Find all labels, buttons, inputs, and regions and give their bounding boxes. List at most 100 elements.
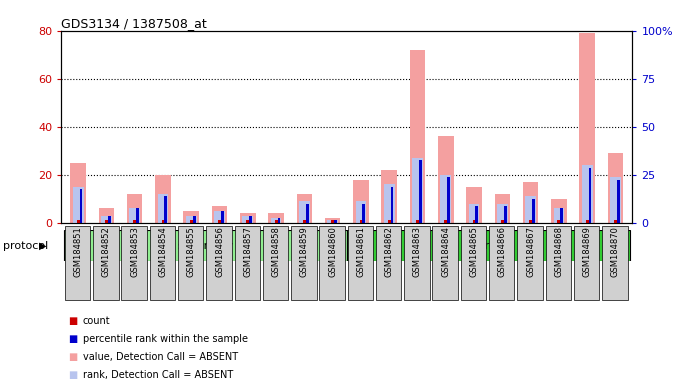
Bar xyxy=(133,220,136,223)
Text: GSM184856: GSM184856 xyxy=(215,226,224,277)
Bar xyxy=(71,163,86,223)
Text: GDS3134 / 1387508_at: GDS3134 / 1387508_at xyxy=(61,17,207,30)
Bar xyxy=(136,208,139,223)
Bar xyxy=(186,215,197,223)
Bar xyxy=(127,194,143,223)
Bar xyxy=(412,158,423,223)
FancyBboxPatch shape xyxy=(150,226,175,300)
Bar xyxy=(504,206,507,223)
FancyBboxPatch shape xyxy=(545,226,571,300)
Bar xyxy=(356,201,367,223)
Bar xyxy=(64,230,347,261)
FancyBboxPatch shape xyxy=(93,226,118,300)
Bar xyxy=(162,220,165,223)
Text: GSM184859: GSM184859 xyxy=(300,226,309,277)
Text: GSM184854: GSM184854 xyxy=(158,226,167,277)
Bar xyxy=(532,199,535,223)
Bar xyxy=(184,211,199,223)
Bar xyxy=(614,220,617,223)
Bar xyxy=(585,220,589,223)
Bar xyxy=(129,208,140,223)
Bar xyxy=(560,208,563,223)
Bar xyxy=(347,230,630,261)
Bar xyxy=(240,213,256,223)
Bar xyxy=(211,206,227,223)
Bar xyxy=(108,215,111,223)
Bar xyxy=(214,211,225,223)
FancyBboxPatch shape xyxy=(574,226,599,300)
Bar xyxy=(466,187,482,223)
Text: ■: ■ xyxy=(68,352,78,362)
Text: GSM184870: GSM184870 xyxy=(611,226,620,277)
Bar xyxy=(269,213,284,223)
Text: GSM184858: GSM184858 xyxy=(271,226,281,277)
Bar xyxy=(334,220,337,223)
FancyBboxPatch shape xyxy=(320,226,345,300)
Bar xyxy=(243,215,253,223)
Bar xyxy=(327,220,338,223)
Bar xyxy=(589,167,592,223)
FancyBboxPatch shape xyxy=(291,226,317,300)
Bar xyxy=(299,201,310,223)
Bar xyxy=(155,175,171,223)
Bar xyxy=(362,204,365,223)
Bar xyxy=(277,218,280,223)
FancyBboxPatch shape xyxy=(517,226,543,300)
Text: sedentary: sedentary xyxy=(177,241,233,251)
Text: GSM184851: GSM184851 xyxy=(73,226,83,277)
Bar xyxy=(190,220,192,223)
FancyBboxPatch shape xyxy=(178,226,203,300)
FancyBboxPatch shape xyxy=(404,226,430,300)
Bar xyxy=(384,184,394,223)
Bar xyxy=(444,220,447,223)
Bar xyxy=(192,215,196,223)
Text: GSM184862: GSM184862 xyxy=(385,226,394,277)
Bar xyxy=(80,189,82,223)
Bar xyxy=(246,220,250,223)
Text: GSM184866: GSM184866 xyxy=(498,226,507,277)
FancyBboxPatch shape xyxy=(461,226,486,300)
Bar xyxy=(306,204,309,223)
FancyBboxPatch shape xyxy=(489,226,515,300)
FancyBboxPatch shape xyxy=(432,226,458,300)
Text: GSM184865: GSM184865 xyxy=(470,226,479,277)
Bar xyxy=(501,220,504,223)
Text: GSM184861: GSM184861 xyxy=(356,226,365,277)
Text: GSM184852: GSM184852 xyxy=(102,226,111,277)
Bar xyxy=(303,220,306,223)
Bar xyxy=(388,220,390,223)
Text: percentile rank within the sample: percentile rank within the sample xyxy=(83,334,248,344)
Bar xyxy=(473,220,475,223)
Bar xyxy=(551,199,566,223)
Text: GSM184860: GSM184860 xyxy=(328,226,337,277)
FancyBboxPatch shape xyxy=(602,226,628,300)
Bar xyxy=(271,218,282,223)
Bar xyxy=(494,194,510,223)
Text: exercise: exercise xyxy=(465,241,511,251)
FancyBboxPatch shape xyxy=(376,226,401,300)
FancyBboxPatch shape xyxy=(347,226,373,300)
Bar xyxy=(441,175,451,223)
Bar xyxy=(158,194,169,223)
FancyBboxPatch shape xyxy=(206,226,232,300)
Text: rank, Detection Call = ABSENT: rank, Detection Call = ABSENT xyxy=(83,370,233,380)
Bar xyxy=(275,220,277,223)
Bar xyxy=(582,165,592,223)
Text: value, Detection Call = ABSENT: value, Detection Call = ABSENT xyxy=(83,352,238,362)
Bar xyxy=(447,177,450,223)
Text: GSM184867: GSM184867 xyxy=(526,226,535,277)
Bar xyxy=(469,204,479,223)
Bar xyxy=(617,180,619,223)
Bar xyxy=(475,206,478,223)
Bar xyxy=(438,136,454,223)
Bar xyxy=(525,196,536,223)
Bar xyxy=(325,218,341,223)
Text: ■: ■ xyxy=(68,316,78,326)
Text: ■: ■ xyxy=(68,334,78,344)
Bar xyxy=(579,33,595,223)
Bar xyxy=(410,50,425,223)
Bar xyxy=(77,220,80,223)
Text: GSM184857: GSM184857 xyxy=(243,226,252,277)
Bar xyxy=(529,220,532,223)
Bar xyxy=(73,187,84,223)
